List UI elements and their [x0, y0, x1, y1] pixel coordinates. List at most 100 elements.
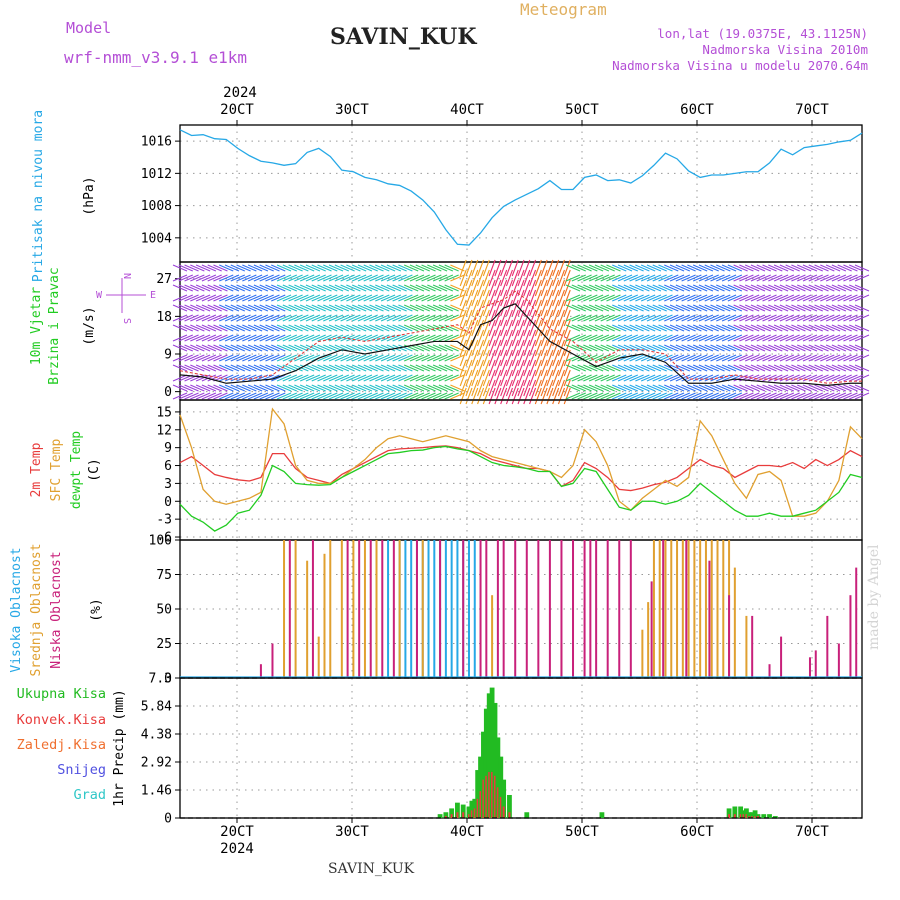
wind-barb	[796, 354, 812, 362]
total-precip-bar	[481, 731, 486, 818]
wind-barb	[403, 284, 419, 292]
wind-barb	[825, 274, 841, 282]
pressure-frame	[179, 124, 863, 263]
wind-barb	[658, 392, 673, 400]
wind-barb	[612, 274, 627, 282]
wind-barb	[635, 294, 650, 302]
total-precip-bar	[524, 812, 530, 818]
precip-ytick-label: 7.3	[149, 672, 172, 687]
wind-barb	[552, 359, 560, 377]
wind-barb	[854, 334, 870, 342]
wind-barb	[540, 309, 548, 327]
wind-barb	[773, 284, 789, 292]
wind-barb	[415, 304, 430, 312]
wind-barb	[236, 334, 251, 342]
wind-barb	[294, 314, 309, 322]
wind-barb	[843, 334, 858, 342]
wind-barb	[557, 319, 565, 337]
total-precip-bar	[495, 737, 501, 818]
wind-barb	[195, 314, 211, 322]
wind-barb	[505, 269, 513, 287]
wind-barb	[247, 274, 263, 282]
wind-barb	[540, 349, 548, 367]
wind-barb	[375, 294, 390, 302]
mid-cloud-bar	[716, 540, 719, 678]
wind-barb	[669, 314, 685, 322]
wind-barb	[305, 374, 321, 382]
wind-barb	[577, 364, 592, 372]
wind-barb	[796, 392, 812, 400]
wind-barb	[380, 392, 396, 400]
wind-barb	[692, 294, 708, 302]
wind-barb	[710, 314, 725, 322]
wind-barb	[259, 364, 274, 372]
wind-barbs	[172, 259, 870, 405]
low-cloud-bar	[728, 595, 731, 678]
temp-ylabel-2m: 2m Temp	[29, 442, 44, 497]
high-cloud-bar	[427, 540, 430, 678]
wind-barb	[328, 294, 344, 302]
wind-barb	[190, 264, 205, 272]
mid-cloud-bar	[421, 540, 424, 678]
low-cloud-bar	[855, 567, 858, 678]
wind-barb	[511, 329, 519, 347]
wind-barb	[459, 259, 467, 277]
precip-frame	[179, 677, 863, 819]
wind-barb	[247, 284, 263, 292]
wind-barb	[259, 384, 274, 392]
wind-barb	[299, 274, 315, 282]
bottom-xtick-label: 70CT	[795, 824, 829, 840]
wind-barb	[658, 364, 673, 372]
wind-barb	[207, 264, 222, 272]
wind-barb	[328, 392, 344, 400]
conv-precip-bar	[462, 812, 465, 818]
wind-barb	[629, 274, 644, 282]
wind-barb	[721, 364, 737, 372]
wind-barb	[494, 387, 502, 405]
wind-barb	[409, 314, 425, 322]
wind-barb	[351, 364, 367, 372]
wind-barb	[825, 324, 841, 332]
wind-barb	[606, 324, 621, 332]
wind-barb	[646, 334, 662, 342]
wind-barb	[207, 274, 222, 282]
low-cloud-bar	[358, 540, 361, 678]
wind-barb	[282, 384, 298, 392]
wind-barb	[529, 279, 537, 297]
wind-barb	[849, 354, 864, 362]
low-cloud-bar	[485, 540, 488, 678]
mid-cloud-bar	[710, 540, 713, 678]
wind-barb	[178, 392, 193, 400]
wind-barb	[698, 344, 714, 352]
wind-barb	[375, 304, 390, 312]
low-cloud-bar	[288, 540, 291, 678]
wind-barb	[500, 269, 508, 287]
wind-barb	[744, 354, 760, 362]
wind-barb	[219, 374, 234, 382]
wind-barb	[427, 384, 442, 392]
wind-barb	[450, 374, 465, 382]
mid-cloud-bar	[670, 540, 673, 678]
wind-barb	[415, 384, 430, 392]
wind-barb	[583, 392, 598, 400]
wind-barb	[427, 294, 442, 302]
mid-cloud-bar	[664, 540, 667, 678]
wind-barb	[415, 392, 430, 400]
wind-barb	[727, 392, 743, 400]
wind-barb	[224, 304, 240, 312]
wind-barb	[629, 264, 644, 272]
wind-barb	[201, 344, 217, 352]
wind-barb	[704, 392, 719, 400]
wind-barb	[762, 274, 777, 282]
wind-barb	[438, 354, 454, 362]
wind-barb	[733, 392, 748, 400]
wind-barb	[265, 344, 280, 352]
low-cloud-bar	[496, 540, 499, 678]
wind-barb	[450, 334, 465, 342]
wind-barb	[247, 314, 263, 322]
wind-barb	[744, 274, 760, 282]
wind-barb	[409, 384, 425, 392]
wind-barb	[687, 284, 702, 292]
wind-barb	[380, 304, 396, 312]
wind-barb	[323, 294, 338, 302]
